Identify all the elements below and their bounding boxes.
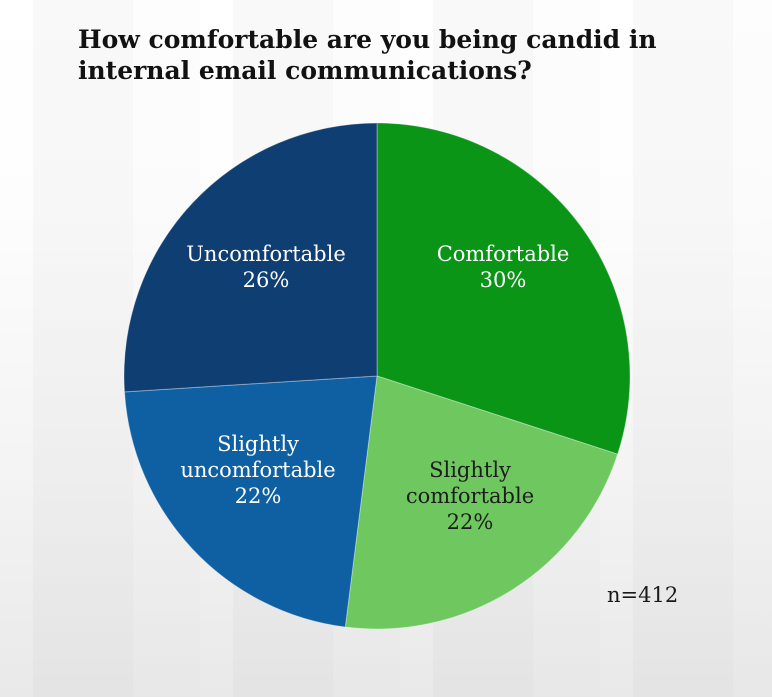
chart-title: How comfortable are you being candid in … <box>78 25 657 85</box>
sample-size-note: n=412 <box>607 583 679 607</box>
pie-slice-comfortable <box>376 122 631 455</box>
pie-slice-slightly-comfortable <box>344 375 619 630</box>
pie-slice-uncomfortable <box>123 122 378 393</box>
pie-slice-slightly-uncomfortable <box>124 375 378 628</box>
